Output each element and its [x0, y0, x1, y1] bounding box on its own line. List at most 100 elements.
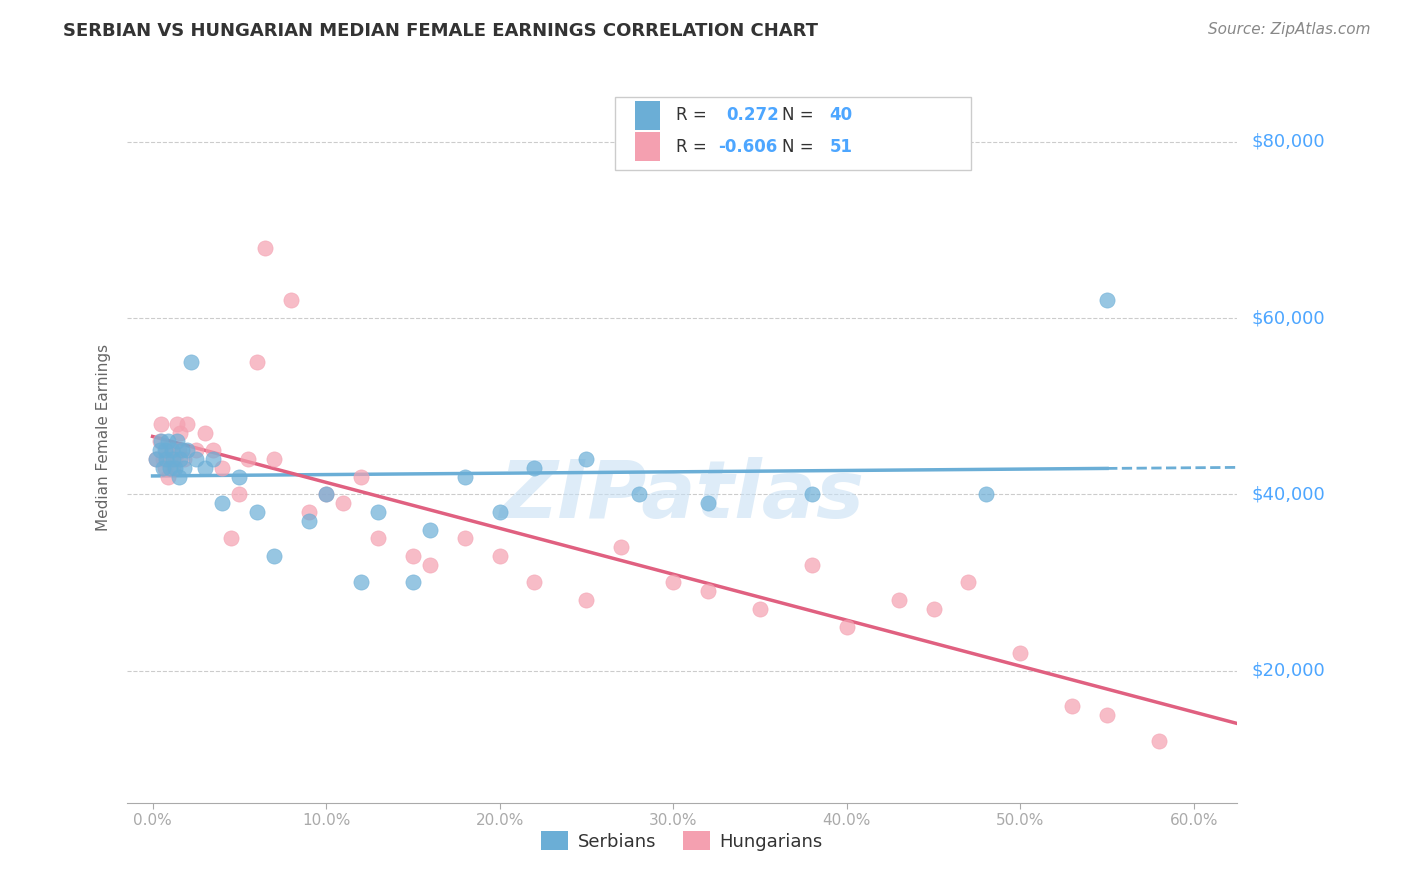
Point — [184, 443, 207, 458]
Point — [367, 532, 389, 546]
Point — [150, 434, 173, 449]
Point — [165, 452, 187, 467]
Text: R =: R = — [676, 137, 707, 156]
Point — [173, 452, 195, 467]
Point — [835, 619, 858, 633]
Point — [162, 461, 184, 475]
Point — [155, 452, 177, 467]
Text: $20,000: $20,000 — [1251, 662, 1324, 680]
Y-axis label: Median Female Earnings: Median Female Earnings — [96, 343, 111, 531]
Text: $60,000: $60,000 — [1251, 310, 1324, 327]
Point — [159, 461, 181, 475]
Point — [173, 461, 195, 475]
Point — [211, 461, 233, 475]
Text: N =: N = — [782, 137, 814, 156]
Point — [150, 417, 173, 431]
Point — [1095, 707, 1118, 722]
Text: $80,000: $80,000 — [1251, 133, 1324, 151]
Point — [153, 461, 176, 475]
Text: SERBIAN VS HUNGARIAN MEDIAN FEMALE EARNINGS CORRELATION CHART: SERBIAN VS HUNGARIAN MEDIAN FEMALE EARNI… — [63, 22, 818, 40]
Text: $40,000: $40,000 — [1251, 485, 1324, 503]
Point — [194, 461, 217, 475]
Point — [160, 443, 183, 458]
Point — [169, 425, 191, 440]
Point — [697, 496, 720, 510]
Point — [167, 443, 190, 458]
Point — [148, 434, 170, 449]
Point — [176, 417, 198, 431]
Point — [1062, 698, 1084, 713]
Point — [419, 523, 441, 537]
Point — [254, 241, 277, 255]
Point — [887, 593, 910, 607]
Point — [1147, 734, 1170, 748]
Point — [194, 425, 217, 440]
Point — [801, 558, 824, 572]
Point — [298, 514, 321, 528]
Point — [367, 505, 389, 519]
Point — [263, 452, 285, 467]
Point — [263, 549, 285, 563]
FancyBboxPatch shape — [636, 101, 659, 130]
Point — [169, 452, 191, 467]
Point — [152, 452, 174, 467]
Legend: Serbians, Hungarians: Serbians, Hungarians — [533, 822, 831, 860]
Point — [172, 443, 194, 458]
Point — [315, 487, 337, 501]
Point — [523, 461, 546, 475]
Point — [211, 496, 233, 510]
Point — [160, 443, 183, 458]
Point — [145, 452, 167, 467]
Point — [523, 575, 546, 590]
Point — [488, 549, 510, 563]
Point — [575, 452, 598, 467]
Point — [298, 505, 321, 519]
Point — [662, 575, 685, 590]
Point — [801, 487, 824, 501]
Text: R =: R = — [676, 106, 707, 124]
Point — [610, 540, 633, 554]
Point — [350, 575, 373, 590]
Point — [246, 505, 269, 519]
Point — [219, 532, 242, 546]
Point — [148, 443, 170, 458]
Point — [202, 443, 225, 458]
Text: 40: 40 — [830, 106, 853, 124]
Point — [627, 487, 650, 501]
FancyBboxPatch shape — [616, 97, 970, 170]
Text: -0.606: -0.606 — [718, 137, 778, 156]
Point — [236, 452, 259, 467]
Text: ZIPatlas: ZIPatlas — [499, 457, 865, 534]
Point — [575, 593, 598, 607]
Point — [454, 469, 477, 483]
Point — [153, 443, 176, 458]
Point — [202, 452, 225, 467]
Point — [402, 549, 425, 563]
Text: 0.272: 0.272 — [727, 106, 779, 124]
Point — [166, 434, 188, 449]
Point — [162, 452, 184, 467]
Point — [402, 575, 425, 590]
Point — [155, 443, 177, 458]
Point — [957, 575, 980, 590]
Point — [176, 443, 198, 458]
Point — [165, 461, 187, 475]
Point — [228, 487, 250, 501]
Point — [454, 532, 477, 546]
Point — [488, 505, 510, 519]
Point — [152, 461, 174, 475]
Point — [180, 355, 202, 369]
Point — [167, 469, 190, 483]
Point — [246, 355, 269, 369]
Point — [157, 434, 180, 449]
Point — [159, 452, 181, 467]
Text: N =: N = — [782, 106, 814, 124]
Point — [332, 496, 354, 510]
Point — [350, 469, 373, 483]
Point — [697, 584, 720, 599]
Point — [749, 602, 772, 616]
Point — [1095, 293, 1118, 308]
Point — [184, 452, 207, 467]
Point — [280, 293, 302, 308]
Text: 51: 51 — [830, 137, 852, 156]
